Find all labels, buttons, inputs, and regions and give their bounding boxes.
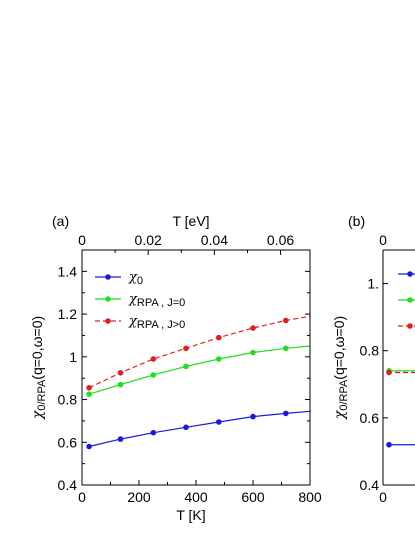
series-line-1 [88, 345, 311, 395]
x2-tick-label: 0 [78, 232, 86, 248]
data-point-0-0 [86, 443, 92, 450]
data-point-1-0 [86, 391, 92, 398]
data-point-1-5 [250, 349, 256, 356]
b-data-point-0 [386, 441, 392, 448]
x-tick-label: 0 [78, 489, 86, 505]
y-axis-label: χ0/RPA(q=0,ω=0) [29, 316, 48, 420]
b-legend-marker-1 [407, 297, 413, 303]
x2-axis-label: T [eV] [172, 213, 209, 229]
data-point-2-2 [150, 356, 157, 362]
legend-subscript: RPA , J>0 [137, 319, 185, 331]
data-point-2-1 [117, 370, 124, 376]
data-point-0-6 [283, 410, 289, 417]
legend-symbol: χ [128, 314, 138, 329]
data-point-1-4 [216, 356, 222, 362]
b-x2-tick-label: 0 [379, 232, 387, 248]
x-tick-label: 400 [184, 489, 208, 505]
b-y-tick-label: 0.6 [360, 410, 380, 426]
x-tick-label: 200 [127, 489, 151, 505]
data-point-2-5 [250, 325, 256, 331]
panel-label: (a) [52, 213, 69, 229]
b-y-axis-label: χ0/RPA(q=0,ω=0) [331, 316, 350, 420]
data-point-2-3 [183, 345, 189, 352]
data-point-0-5 [250, 413, 256, 420]
b-x-tick-label: 0 [379, 489, 387, 505]
y-tick-label: 0.6 [58, 434, 78, 450]
data-point-1-6 [283, 345, 289, 352]
legend-subscript: 0 [137, 275, 143, 287]
b-legend-marker-2 [407, 323, 413, 329]
legend-entry-1: χRPA , J=0 [128, 292, 185, 309]
legend-entry-0: χ0 [128, 270, 143, 287]
series-line-2 [88, 315, 311, 389]
legend-symbol: χ [128, 270, 138, 285]
data-point-0-2 [150, 429, 157, 436]
y-tick-label: 1.2 [58, 306, 78, 322]
b-data-point-2 [386, 369, 392, 376]
b-panel-label: (b) [348, 213, 365, 229]
series-line-0 [88, 410, 311, 448]
data-point-2-0 [86, 385, 92, 391]
x2-tick-label: 0.02 [135, 232, 162, 248]
y-tick-label: 1 [69, 349, 77, 365]
x2-tick-label: 0.06 [267, 232, 294, 248]
x-axis-label: T [K] [176, 507, 205, 523]
data-point-0-3 [183, 424, 189, 431]
b-y-tick-label: 1. [367, 276, 379, 292]
legend-symbol: χ [128, 292, 138, 307]
legend-subscript: RPA , J=0 [137, 297, 185, 309]
plot-frame [81, 249, 311, 486]
data-point-2-4 [216, 334, 222, 341]
y-label-sub: 0/RPA [36, 379, 48, 411]
x-tick-label: 800 [298, 489, 322, 505]
y-label-chi: χ [30, 409, 46, 420]
y-label-args: (q=0,ω=0) [29, 316, 45, 380]
y-tick-label: 1.4 [58, 263, 78, 279]
data-point-1-1 [117, 381, 124, 388]
data-point-1-3 [183, 363, 189, 370]
legend-marker-0 [105, 274, 111, 280]
data-point-2-6 [283, 317, 289, 324]
b-y-label-sub: 0/RPA [338, 379, 350, 411]
b-y-label-args: (q=0,ω=0) [331, 316, 347, 380]
data-point-1-2 [150, 372, 157, 378]
legend-marker-1 [105, 296, 111, 302]
legend-entry-2: χRPA , J>0 [128, 314, 185, 331]
b-y-tick-label: 0.8 [360, 343, 380, 359]
data-point-0-4 [216, 419, 222, 425]
b-y-label-chi: χ [332, 409, 348, 420]
legend-marker-2 [105, 318, 111, 324]
x2-tick-label: 0.04 [201, 232, 228, 248]
data-point-0-1 [117, 436, 124, 442]
b-y-tick-label: 0.4 [360, 477, 380, 493]
y-tick-label: 0.8 [58, 392, 78, 408]
b-legend-marker-0 [407, 271, 413, 277]
panel-a: 0 200 400 600 800 T [K] 0 0.02 0.04 0.06 T [eV] 0.4… [29, 213, 322, 523]
panel-b: 0.4 0.6 0.8 1. 0 0 χ0/RPA(q=0,ω=0) (b) [331, 213, 415, 505]
x-tick-label: 600 [241, 489, 265, 505]
y-tick-label: 0.4 [58, 477, 78, 493]
